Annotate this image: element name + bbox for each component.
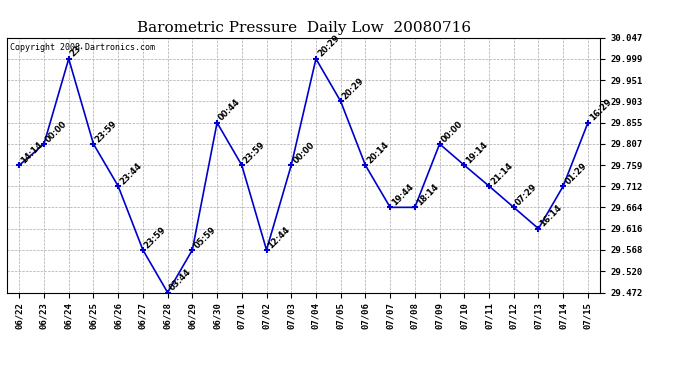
Text: 23:59: 23:59: [241, 140, 267, 165]
Text: 03:44: 03:44: [168, 267, 193, 292]
Text: 23:59: 23:59: [93, 119, 119, 144]
Text: 21:14: 21:14: [489, 161, 515, 186]
Text: 16:14: 16:14: [538, 203, 564, 229]
Text: 00:44: 00:44: [217, 98, 242, 123]
Text: 20:29: 20:29: [316, 34, 341, 59]
Text: 00:00: 00:00: [44, 119, 69, 144]
Text: 00:00: 00:00: [440, 119, 464, 144]
Text: 14:14: 14:14: [19, 140, 45, 165]
Title: Barometric Pressure  Daily Low  20080716: Barometric Pressure Daily Low 20080716: [137, 21, 471, 35]
Text: 00:00: 00:00: [291, 140, 316, 165]
Text: 18:14: 18:14: [415, 182, 440, 207]
Text: 01:29: 01:29: [563, 161, 589, 186]
Text: 05:59: 05:59: [193, 225, 217, 250]
Text: 19:44: 19:44: [390, 182, 415, 207]
Text: Copyright 2008 Dartronics.com: Copyright 2008 Dartronics.com: [10, 43, 155, 52]
Text: 23:44: 23:44: [118, 161, 144, 186]
Text: 19:14: 19:14: [464, 140, 490, 165]
Text: 20:14: 20:14: [366, 140, 391, 165]
Text: 07:29: 07:29: [514, 182, 539, 207]
Text: 23:: 23:: [69, 42, 86, 59]
Text: 20:29: 20:29: [341, 76, 366, 101]
Text: 12:44: 12:44: [266, 225, 292, 250]
Text: 23:59: 23:59: [143, 225, 168, 250]
Text: 16:29: 16:29: [588, 98, 613, 123]
